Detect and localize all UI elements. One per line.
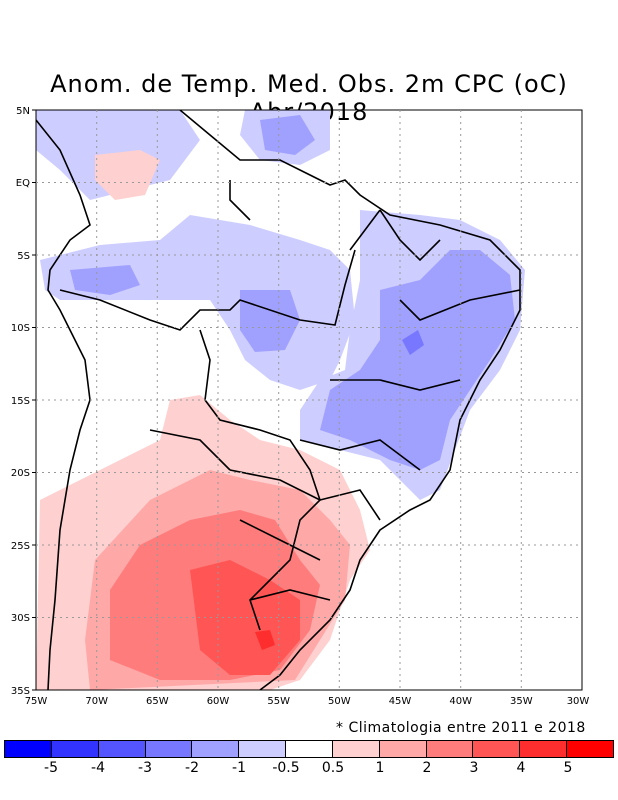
color-scale-label: -5 [44, 760, 58, 776]
color-bin [51, 741, 99, 757]
lon-label: 70W [85, 696, 108, 707]
color-scale-label: -0.5 [272, 760, 300, 776]
color-scale-label: 0.5 [321, 760, 345, 776]
strongest-red-spot [255, 630, 275, 650]
lon-label: 60W [207, 696, 230, 707]
lon-label: 35W [510, 696, 533, 707]
lat-label: 30S [11, 613, 30, 624]
anomaly-shading [36, 110, 525, 690]
color-bin [426, 741, 474, 757]
lon-label: 45W [389, 696, 412, 707]
color-bin [145, 741, 193, 757]
internal-state-borders [149, 180, 521, 601]
lat-label: EQ [16, 178, 30, 189]
lat-label: 10S [11, 323, 30, 334]
lat-label: 5S [17, 251, 30, 262]
color-bin [473, 741, 521, 757]
color-bin [286, 741, 333, 757]
color-bin [239, 741, 287, 757]
color-scale-label: -3 [138, 760, 152, 776]
color-scale-label: 5 [563, 760, 573, 776]
color-scale-labels: -5 -4 -3 -2 -1 -0.5 0.5 1 2 3 4 5 [0, 760, 618, 780]
longitude-labels: 75W 70W 65W 60W 55W 50W 45W 40W 35W 30W [25, 696, 590, 707]
lat-label: 35S [11, 686, 30, 697]
lon-label: 65W [146, 696, 169, 707]
color-bin [567, 741, 613, 757]
climatology-note: * Climatologia entre 2011 e 2018 [336, 720, 586, 736]
color-bin [379, 741, 427, 757]
graticule [36, 110, 582, 690]
lat-label: 5N [16, 106, 30, 117]
south-america-coastline [36, 110, 521, 690]
color-bin [332, 741, 380, 757]
latitude-labels: 5N EQ 5S 10S 15S 20S 25S 30S 35S [11, 106, 30, 697]
color-scale-label: -4 [91, 760, 105, 776]
lon-label: 50W [328, 696, 351, 707]
color-scale-label: -2 [185, 760, 199, 776]
lon-label: 30W [567, 696, 590, 707]
anomaly-map: 5N EQ 5S 10S 15S 20S 25S 30S 35S 75W 70W… [11, 106, 590, 707]
lat-label: 25S [11, 541, 30, 552]
color-scale-label: 2 [422, 760, 432, 776]
stronger-red-area-south [190, 560, 300, 675]
color-scale-label: 4 [516, 760, 526, 776]
color-scale-label: 3 [469, 760, 479, 776]
color-bin [98, 741, 146, 757]
mid-blue-area-west [70, 265, 140, 295]
color-scale-bar [4, 740, 614, 758]
lon-label: 75W [25, 696, 48, 707]
mid-blue-area-northeast [320, 250, 515, 470]
light-red-area-north [95, 150, 160, 200]
lat-label: 20S [11, 468, 30, 479]
dark-blue-spot [402, 330, 424, 355]
color-scale-label: -1 [232, 760, 246, 776]
mid-blue-area-guianas [260, 115, 315, 155]
color-bin [192, 741, 240, 757]
color-scale-label: 1 [375, 760, 385, 776]
color-bin [520, 741, 568, 757]
coastline-and-borders [36, 110, 521, 690]
lat-label: 15S [11, 396, 30, 407]
color-bin [5, 741, 52, 757]
lon-label: 55W [267, 696, 290, 707]
light-blue-area-amazon [40, 215, 355, 390]
lon-label: 40W [449, 696, 472, 707]
